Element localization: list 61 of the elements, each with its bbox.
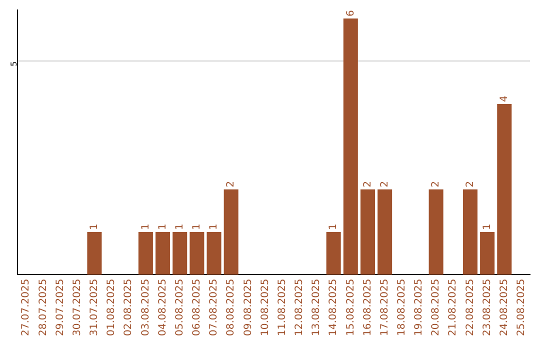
bar bbox=[462, 189, 478, 275]
data-label: 2 bbox=[379, 180, 390, 188]
bar bbox=[172, 232, 188, 275]
data-label: 6 bbox=[345, 10, 356, 17]
data-label: 1 bbox=[328, 224, 340, 230]
x-tick-label: 07.08.2025 bbox=[208, 278, 220, 336]
bar bbox=[206, 232, 222, 275]
data-label: 1 bbox=[89, 224, 100, 230]
x-tick-label: 03.08.2025 bbox=[140, 278, 152, 336]
x-tick-label: 15.08.2025 bbox=[345, 278, 356, 336]
bar bbox=[326, 232, 341, 275]
x-tick-label: 08.08.2025 bbox=[226, 278, 237, 336]
x-tick-label: 22.08.2025 bbox=[464, 278, 476, 336]
data-label: 1 bbox=[192, 224, 203, 230]
bar bbox=[360, 189, 375, 275]
x-tick-label: 30.07.2025 bbox=[72, 278, 83, 336]
x-tick-label: 11.08.2025 bbox=[276, 278, 288, 336]
x-tick-label: 06.08.2025 bbox=[192, 278, 203, 336]
x-tick-label: 14.08.2025 bbox=[328, 278, 340, 336]
bar bbox=[190, 232, 204, 275]
bar bbox=[138, 232, 153, 275]
bar bbox=[378, 189, 392, 275]
x-tick-label: 10.08.2025 bbox=[260, 278, 271, 336]
x-tick-label: 31.07.2025 bbox=[89, 278, 100, 336]
x-tick-label: 02.08.2025 bbox=[123, 278, 134, 336]
data-label: 4 bbox=[498, 96, 510, 102]
data-label: 1 bbox=[482, 224, 493, 230]
bar bbox=[343, 18, 358, 275]
data-label: 2 bbox=[226, 180, 237, 188]
x-tick-label: 23.08.2025 bbox=[482, 278, 493, 336]
bar bbox=[428, 189, 444, 275]
x-tick-label: 05.08.2025 bbox=[174, 278, 186, 336]
x-tick-label: 04.08.2025 bbox=[157, 278, 168, 336]
x-tick-label: 18.08.2025 bbox=[396, 278, 408, 336]
x-tick-label: 24.08.2025 bbox=[498, 278, 510, 336]
bar bbox=[224, 189, 238, 275]
x-tick-label: 13.08.2025 bbox=[311, 278, 322, 336]
x-tick-label: 17.08.2025 bbox=[379, 278, 390, 336]
data-label: 2 bbox=[362, 180, 374, 188]
bar bbox=[156, 232, 170, 275]
x-tick-label: 09.08.2025 bbox=[242, 278, 254, 336]
data-label: 2 bbox=[430, 180, 442, 188]
data-label: 2 bbox=[464, 180, 476, 188]
x-tick-label: 01.08.2025 bbox=[106, 278, 118, 336]
data-label: 1 bbox=[208, 224, 220, 230]
x-tick-label: 19.08.2025 bbox=[414, 278, 425, 336]
x-tick-label: 28.07.2025 bbox=[38, 278, 49, 336]
x-tick-label: 29.07.2025 bbox=[54, 278, 66, 336]
bar bbox=[87, 232, 102, 275]
x-tick-label: 25.08.2025 bbox=[516, 278, 528, 336]
x-tick-label: 20.08.2025 bbox=[430, 278, 442, 336]
data-label: 1 bbox=[174, 224, 186, 230]
data-label: 1 bbox=[140, 224, 152, 230]
x-tick-label: 27.07.2025 bbox=[20, 278, 32, 336]
data-label: 1 bbox=[157, 224, 168, 230]
bar bbox=[480, 232, 495, 275]
y-tick-label: 5 bbox=[10, 61, 19, 66]
x-tick-label: 12.08.2025 bbox=[294, 278, 306, 336]
bar bbox=[497, 104, 512, 275]
x-tick-label: 21.08.2025 bbox=[448, 278, 459, 336]
x-tick-label: 16.08.2025 bbox=[362, 278, 374, 336]
